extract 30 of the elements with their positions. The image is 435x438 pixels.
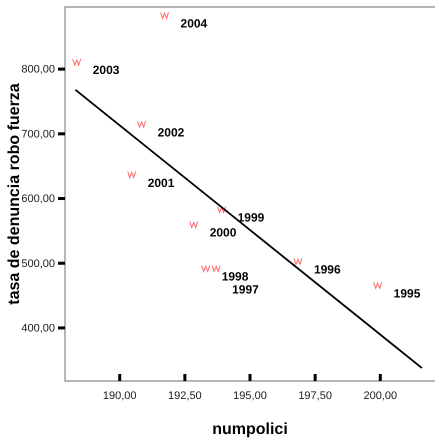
point	[189, 220, 198, 228]
annotation: 2000	[210, 226, 237, 240]
annotation: 2004	[180, 16, 208, 31]
annotation: 2003	[92, 63, 120, 78]
y-tick-label: 800,00	[21, 64, 55, 76]
annotation: 2001	[148, 176, 175, 190]
point	[217, 206, 226, 214]
point	[373, 282, 382, 289]
x-tick-label: 195,00	[233, 390, 267, 402]
point	[127, 171, 136, 178]
annotation: 1995	[394, 286, 421, 300]
annotation: 1997	[232, 282, 260, 297]
x-tick-label: 190,00	[102, 390, 137, 402]
y-tick-label: 700,00	[21, 128, 55, 140]
annotation: 1998	[222, 270, 249, 284]
y-axis-title: tasa de denuncia robo fuerza	[6, 83, 23, 305]
y-tick-label: 500,00	[21, 258, 55, 270]
point	[160, 12, 170, 19]
point	[293, 258, 302, 265]
annotation: 1996	[314, 262, 341, 276]
y-tick-label: 600,00	[21, 193, 55, 206]
annotation: 1999	[238, 210, 265, 225]
point	[137, 120, 146, 128]
point	[72, 58, 82, 66]
x-tick-label: 192,50	[168, 390, 202, 402]
annotation: 2002	[158, 125, 185, 140]
y-tick-label: 400,00	[21, 322, 55, 334]
x-tick-label: 197,50	[298, 390, 332, 402]
x-tick-label: 200,00	[363, 390, 398, 402]
x-axis-title: numpolici	[212, 421, 288, 438]
